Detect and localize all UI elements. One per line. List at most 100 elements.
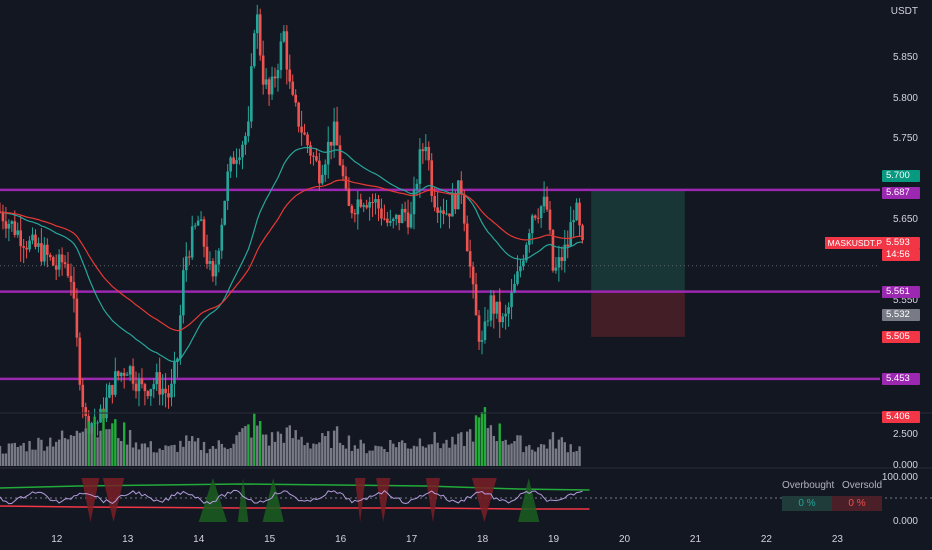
- candle-body: [16, 230, 20, 235]
- candle-body: [143, 384, 147, 392]
- volume-bar: [368, 450, 371, 466]
- candle-body: [530, 215, 534, 234]
- volume-bar: [69, 435, 73, 466]
- countdown-tag: 14:56: [882, 249, 920, 261]
- candle-body: [439, 210, 442, 213]
- volume-bar: [229, 448, 232, 466]
- candle-body: [75, 298, 79, 338]
- volume-bar: [57, 439, 61, 466]
- volume-bar: [214, 448, 218, 466]
- volume-bar: [439, 448, 442, 466]
- candle-body: [492, 295, 496, 314]
- candle-body: [465, 223, 469, 252]
- volume-bar: [383, 449, 386, 466]
- candle-body: [572, 220, 575, 223]
- volume-bar: [519, 435, 522, 466]
- candle-body: [418, 149, 422, 184]
- candle-body: [81, 384, 85, 408]
- volume-bar: [43, 450, 46, 466]
- candle-body: [226, 171, 229, 201]
- candle-body: [51, 257, 55, 266]
- candle-body: [158, 372, 161, 395]
- volume-bar: [350, 450, 354, 466]
- ema-slow-line: [0, 179, 583, 332]
- candle-body: [326, 141, 330, 165]
- volume-bar: [542, 444, 546, 466]
- candle-body: [341, 165, 345, 177]
- volume-bar: [149, 441, 153, 466]
- volume-bar: [134, 442, 138, 466]
- volume-bar: [179, 440, 182, 466]
- volume-bar: [536, 447, 540, 466]
- candle-body: [575, 202, 578, 221]
- candle-body: [184, 256, 188, 271]
- volume-bar: [321, 433, 324, 466]
- candle-body: [563, 244, 567, 261]
- volume-bar: [386, 452, 389, 466]
- candle-body: [374, 199, 377, 203]
- volume-bar: [99, 430, 102, 466]
- candle-body: [173, 362, 176, 384]
- volume-bar: [7, 443, 11, 466]
- volume-bar: [395, 447, 398, 466]
- volume-bar: [329, 447, 333, 466]
- candle-body: [46, 244, 49, 255]
- time-tick: 13: [122, 534, 134, 545]
- candle-body: [321, 174, 324, 184]
- volume-bar: [93, 416, 96, 466]
- candle-body: [99, 408, 102, 423]
- horizontal-levels: [0, 188, 880, 381]
- volume-bar: [31, 449, 34, 466]
- volume-bar: [344, 448, 348, 466]
- volume-bar: [25, 451, 28, 466]
- candle-body: [273, 76, 277, 79]
- volume-bar: [217, 440, 221, 466]
- volume-bar: [312, 443, 315, 466]
- time-tick: 16: [335, 534, 347, 545]
- candle-body: [380, 208, 383, 219]
- candle-body: [483, 321, 487, 341]
- volume-bar: [492, 435, 496, 466]
- candle-body: [193, 225, 197, 227]
- stop-zone: [591, 291, 685, 337]
- candle-body: [25, 247, 28, 250]
- pane-dividers: [0, 412, 932, 469]
- volume-bar: [167, 446, 170, 466]
- volume-bar: [96, 437, 99, 466]
- candle-body: [368, 201, 371, 208]
- candle-body: [421, 149, 425, 152]
- candle-body: [554, 267, 558, 271]
- candle-body: [519, 266, 522, 272]
- volume-bar: [504, 439, 507, 466]
- candle-body: [306, 134, 309, 146]
- candle-body: [131, 366, 135, 384]
- candle-body: [513, 283, 516, 293]
- volume-bar: [238, 431, 241, 466]
- volume-bar: [448, 447, 451, 466]
- candle-body: [495, 301, 499, 314]
- volume-bar: [261, 434, 265, 466]
- volume-bar: [359, 439, 362, 466]
- candle-body: [477, 315, 481, 342]
- oversold-value: 0 %: [832, 496, 882, 511]
- candle-body: [164, 388, 167, 394]
- candle-body: [270, 76, 274, 95]
- volume-bar: [454, 444, 457, 466]
- candle-body: [347, 188, 351, 206]
- volume-bar: [400, 440, 404, 466]
- volume-bar: [436, 442, 439, 466]
- volume-tick: 2.500: [892, 429, 918, 441]
- candle-body: [128, 366, 132, 375]
- candle-body: [31, 234, 34, 241]
- volume-bar: [445, 439, 448, 466]
- candle-body: [507, 307, 510, 314]
- candle-body: [459, 180, 463, 195]
- candle-body: [424, 146, 428, 152]
- candle-body: [436, 207, 439, 213]
- volume-bar: [498, 423, 501, 466]
- volume-bar: [327, 431, 330, 466]
- candle-body: [114, 371, 117, 395]
- volume-bar: [90, 426, 93, 466]
- volume-bar: [418, 438, 422, 466]
